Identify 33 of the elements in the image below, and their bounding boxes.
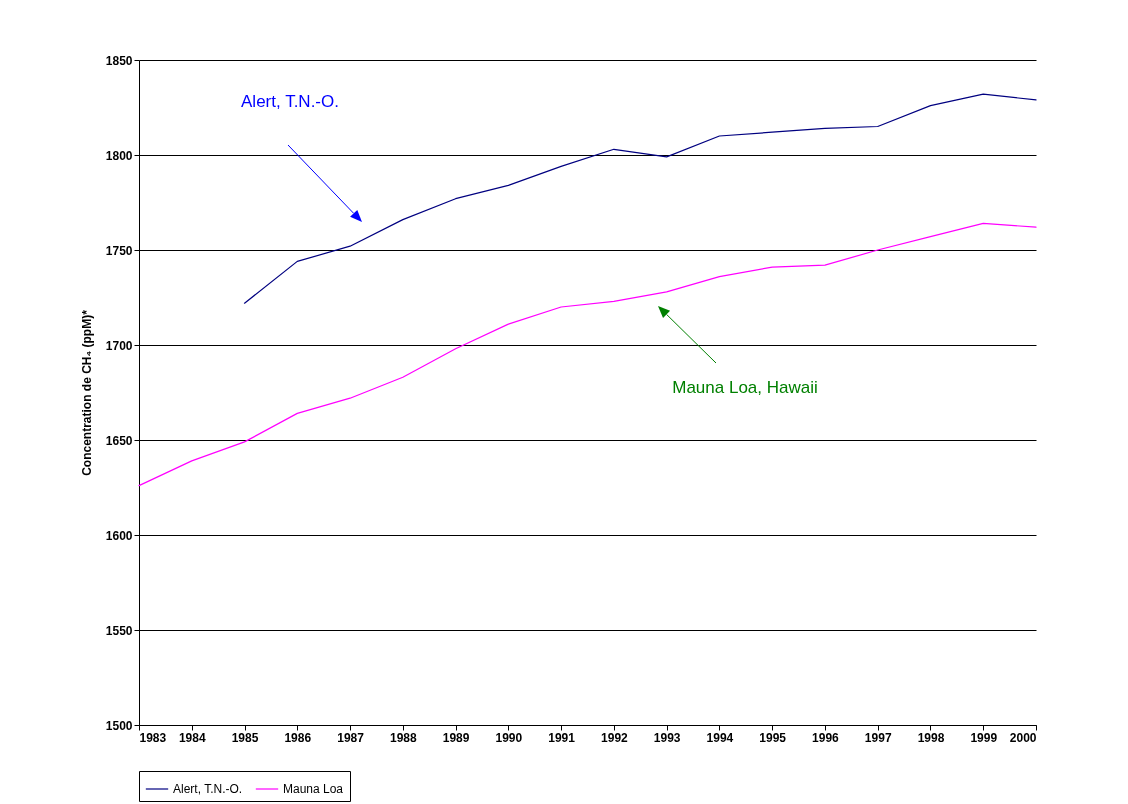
x-tick-label: 1990 (495, 730, 523, 745)
y-tick-label: 1800 (105, 148, 133, 163)
x-tick-label: 1989 (442, 730, 470, 745)
y-tick-label: 1550 (105, 623, 133, 638)
y-tick-label: 1700 (105, 338, 133, 353)
x-tick-label: 1986 (284, 730, 312, 745)
x-tick-label: 1992 (601, 730, 629, 745)
x-tick-label: 1993 (653, 730, 681, 745)
y-axis-title: Concentration de CH₄ (ppM)* (79, 309, 94, 476)
x-tick-label: 1987 (337, 730, 365, 745)
line-series (243, 93, 1037, 304)
x-tick-label: 1995 (759, 730, 787, 745)
x-tick-label: 1984 (178, 730, 206, 745)
y-tick-label: 1600 (105, 528, 133, 543)
x-tick-label: 1997 (864, 730, 892, 745)
x-tick-label: 1996 (812, 730, 840, 745)
y-tick-label: 1750 (105, 243, 133, 258)
legend-label: Mauna Loa (283, 782, 344, 796)
line-series (138, 222, 1037, 487)
y-tick-label: 1850 (105, 53, 133, 68)
y-tick-label: 1650 (105, 433, 133, 448)
x-tick-label: 1998 (917, 730, 945, 745)
annotation: Alert, T.N.-O. (241, 92, 339, 111)
x-tick-label: 1988 (389, 730, 417, 745)
x-tick-label: 1994 (706, 730, 734, 745)
y-tick-label: 1500 (105, 718, 133, 733)
x-tick-label: 1985 (231, 730, 259, 745)
annotation: Mauna Loa, Hawaii (672, 378, 818, 397)
x-tick-label: 1983 (139, 730, 167, 745)
legend-label: Alert, T.N.-O. (173, 782, 243, 796)
x-tick-label: 1991 (548, 730, 576, 745)
x-tick-label: 1999 (970, 730, 998, 745)
x-tick-label: 2000 (1009, 730, 1037, 745)
